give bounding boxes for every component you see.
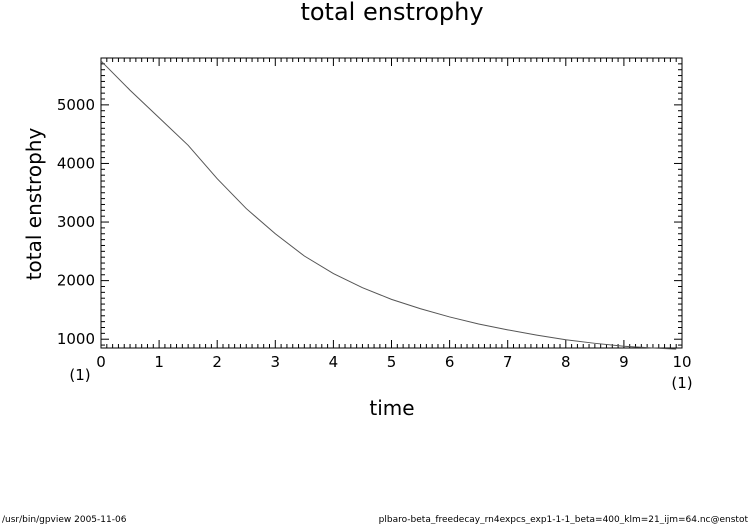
footer-left: /usr/bin/gpview 2005-11-06	[2, 515, 127, 524]
series-line	[100, 60, 677, 350]
x-tick-label: 1	[154, 353, 164, 371]
x-tick-label: 2	[212, 353, 222, 371]
x-tick-labels: 0 1 2 3 4 5 6 7 8 9 10	[96, 353, 691, 371]
plot-frame	[100, 57, 683, 349]
chart-title: total enstrophy	[300, 0, 483, 26]
y-tick-label: 2000	[57, 272, 95, 290]
plot-area: 0 1 2 3 4 5 6 7 8 9 10 1000 2000 3000 4000 5000	[57, 57, 692, 371]
x-unit-left: (1)	[69, 366, 90, 384]
y-axis-label: total enstrophy	[22, 128, 46, 281]
x-unit-right: (1)	[671, 374, 692, 392]
x-tick-label: 4	[329, 353, 339, 371]
y-tick-label: 1000	[57, 330, 95, 348]
x-tick-label: 5	[387, 353, 397, 371]
y-tick-label: 3000	[57, 213, 95, 231]
x-tick-label: 0	[96, 353, 106, 371]
axis-ticks	[100, 57, 683, 348]
footer-right: plbaro-beta_freedecay_rn4expcs_exp1-1-1_…	[379, 515, 749, 524]
x-axis-label: time	[369, 396, 414, 420]
x-tick-label: 3	[271, 353, 281, 371]
y-tick-labels: 1000 2000 3000 4000 5000	[57, 96, 95, 348]
x-tick-label: 8	[561, 353, 571, 371]
y-tick-label: 4000	[57, 154, 95, 172]
x-tick-label: 10	[672, 353, 691, 371]
y-tick-label: 5000	[57, 96, 95, 114]
x-tick-label: 6	[445, 353, 455, 371]
x-tick-label: 7	[503, 353, 513, 371]
x-tick-label: 9	[619, 353, 629, 371]
